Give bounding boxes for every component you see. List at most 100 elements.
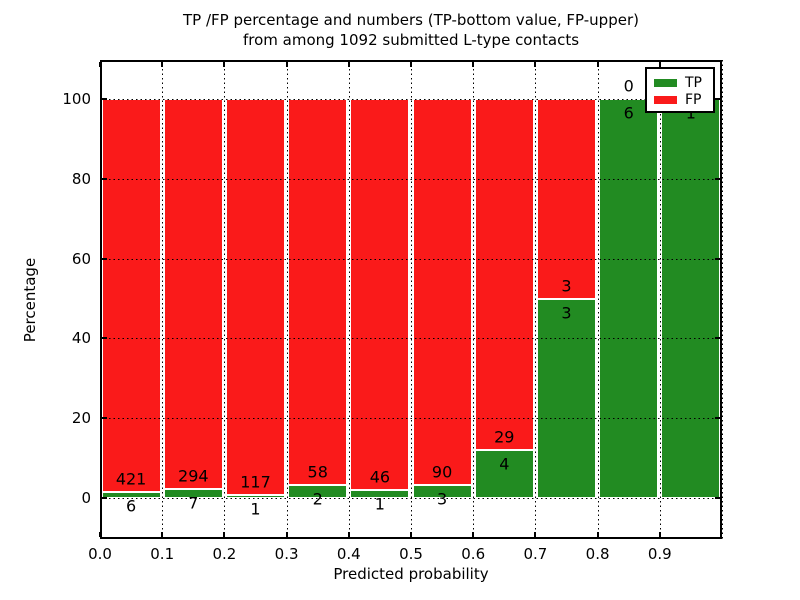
y-tick-mark	[715, 337, 720, 340]
x-gridline	[411, 60, 412, 539]
x-tick-label: 0.9	[647, 545, 672, 563]
bar-segment-fp	[163, 99, 223, 489]
x-tick-label: 0.8	[585, 545, 610, 563]
bar-segment-fp	[412, 99, 472, 486]
x-tick-label: 0.2	[212, 545, 237, 563]
x-axis-label: Predicted probability	[333, 565, 489, 583]
bar-segment-tp	[599, 99, 659, 498]
x-gridline	[224, 60, 226, 539]
y-tick-label: 80	[71, 169, 91, 188]
fp-count-label: 294	[178, 466, 209, 486]
bar-count-labels: 421629471171582461903294330601	[100, 60, 722, 539]
fp-count-label: 117	[240, 472, 271, 492]
bar-segment-tp	[163, 488, 223, 498]
bar-segment-fp	[288, 99, 348, 485]
fp-count-label: 90	[431, 462, 453, 482]
tp-count-label: 4	[499, 454, 510, 474]
x-gridline	[535, 60, 537, 539]
fp-count-label: 29	[494, 427, 515, 447]
legend-label: FP	[685, 91, 702, 108]
x-tick-mark	[161, 62, 164, 67]
tp-count-label: 3	[561, 303, 572, 322]
x-gridline	[162, 60, 164, 539]
legend-swatch-fp-icon	[654, 95, 677, 104]
tp-count-label: 6	[623, 103, 634, 123]
x-tick-mark	[285, 532, 288, 537]
y-tick-label: 20	[71, 409, 91, 428]
y-tick-mark	[102, 98, 107, 100]
tp-count-label: 1	[250, 499, 261, 519]
x-tick-mark	[223, 62, 226, 67]
tp-count-label: 6	[126, 496, 137, 516]
bar-segment-fp	[101, 99, 161, 493]
x-gridline	[659, 60, 661, 539]
tick-marks	[99, 60, 722, 539]
y-gridline	[100, 338, 722, 340]
chart-title-line2: from among 1092 submitted L-type contact…	[242, 31, 580, 49]
x-gridline	[722, 60, 723, 539]
bar-segment-tp	[350, 489, 410, 498]
y-gridline	[100, 99, 722, 100]
y-tick-label: 60	[71, 249, 91, 268]
y-tick-mark	[102, 497, 107, 499]
x-tick-label: 0.4	[336, 545, 361, 563]
y-tick-mark	[715, 497, 720, 499]
y-tick-mark	[715, 98, 720, 100]
x-tick-mark	[534, 532, 537, 537]
bar-segment-tp	[474, 449, 534, 498]
x-tick-mark	[596, 532, 599, 537]
x-tick-mark	[534, 62, 537, 67]
x-gridline	[597, 60, 599, 539]
fp-count-label: 46	[369, 467, 391, 486]
y-tick-mark	[715, 417, 720, 420]
bar-segment-fp	[350, 99, 410, 490]
x-gridline	[348, 60, 350, 539]
bar-segment-fp	[225, 99, 286, 495]
legend: TP FP	[645, 67, 715, 113]
fp-count-label: 3	[561, 276, 572, 295]
x-tick-mark	[472, 62, 475, 67]
tp-count-label: 3	[437, 489, 448, 509]
x-tick-label: 0.3	[274, 545, 299, 563]
x-tick-label: 0.5	[399, 545, 423, 563]
x-tick-mark	[347, 62, 350, 67]
y-tick-mark	[102, 177, 107, 180]
bar-segment-tp	[225, 494, 286, 498]
x-tick-mark	[658, 62, 661, 67]
bar-segment-tp	[412, 485, 472, 498]
fp-count-label: 58	[307, 462, 328, 482]
y-tick-label: 0	[81, 489, 91, 507]
y-tick-label: 100	[62, 90, 91, 108]
x-tick-mark	[410, 532, 412, 537]
y-tick-mark	[102, 257, 107, 260]
tp-count-label: 1	[374, 494, 385, 513]
tp-count-label: 1	[685, 103, 696, 123]
bar-segment-tp	[536, 298, 597, 498]
x-tick-mark	[99, 62, 101, 67]
bar-segment-tp	[288, 484, 348, 498]
y-tick-mark	[715, 177, 720, 180]
x-tick-mark	[347, 532, 350, 537]
x-tick-mark	[161, 532, 164, 537]
x-tick-label: 0.0	[88, 545, 112, 563]
bar-segment-fp	[536, 99, 597, 299]
bar-segment-tp	[101, 492, 161, 498]
y-tick-label: 40	[71, 329, 91, 348]
y-gridline	[100, 498, 722, 499]
horizontal-gridlines	[100, 60, 722, 539]
legend-item: TP	[654, 74, 713, 91]
y-tick-mark	[102, 417, 107, 420]
tp-count-label: 7	[188, 493, 199, 513]
fp-count-label: 0	[623, 76, 634, 96]
x-tick-mark	[223, 532, 226, 537]
legend-swatch-tp-icon	[654, 78, 677, 87]
y-gridline	[100, 258, 722, 260]
bar-segment-tp	[661, 99, 721, 498]
x-tick-mark	[410, 62, 412, 67]
x-tick-mark	[658, 532, 661, 537]
y-tick-mark	[102, 337, 107, 340]
tp-count-label: 2	[312, 489, 323, 509]
x-gridline	[286, 60, 288, 539]
x-tick-mark	[596, 62, 599, 67]
